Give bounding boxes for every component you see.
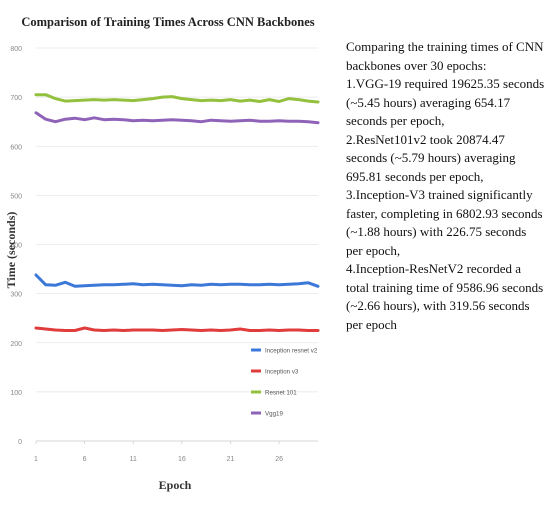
x-tick-label: 21 <box>227 456 235 463</box>
y-tick-label: 300 <box>10 292 22 299</box>
y-tick-label: 700 <box>10 95 22 102</box>
y-tick-label: 0 <box>18 439 22 446</box>
legend: Inception resnet v2 Inception v3 Resnet 10… <box>251 348 318 418</box>
legend-label: Inception resnet v2 <box>265 348 318 355</box>
summary-item-inception-resnetv2: 4.Inception-ResNetV2 recorded a total tr… <box>346 261 544 332</box>
chart-title: Comparison of Training Times Across CNN … <box>21 15 314 29</box>
summary-intro: Comparing the training times of CNN back… <box>346 39 544 73</box>
x-axis-label: Epoch <box>159 478 192 492</box>
series-line-2 <box>34 93 320 104</box>
series-line-1 <box>34 326 320 332</box>
summary-item-inception-v3: 3.Inception-V3 trained significantly fas… <box>346 187 543 258</box>
x-tick-label: 6 <box>83 456 87 463</box>
summary-item-resnet101v2: 2.ResNet101v2 took 20874.47 seconds (~5.… <box>346 131 516 184</box>
y-axis-label: Time (seconds) <box>4 212 18 289</box>
summary-item-vgg19: 1.VGG-19 required 19625.35 seconds (~5.4… <box>346 76 545 128</box>
y-tick-label: 600 <box>10 144 22 151</box>
x-tick-label: 1 <box>34 456 38 463</box>
legend-label: Vgg19 <box>265 411 283 418</box>
y-tick-label: 400 <box>10 243 22 250</box>
summary-text: Comparing the training times of CNN back… <box>346 38 546 334</box>
y-tick-label: 800 <box>10 46 22 53</box>
legend-label: Inception v3 <box>265 369 299 376</box>
x-tick-label: 16 <box>178 456 186 463</box>
y-tick-label: 500 <box>10 193 22 200</box>
series-line-3 <box>34 111 320 125</box>
y-tick-label: 200 <box>10 341 22 348</box>
series-lines <box>34 93 320 332</box>
chart-panel: 0 100 200 300 400 500 600 700 800 1 6 11 16 21 26 Ince… <box>4 15 320 492</box>
legend-label: Resnet 101 <box>265 390 297 397</box>
x-tick-label: 26 <box>275 456 283 463</box>
grid <box>36 47 318 442</box>
x-tick-label: 11 <box>130 456 137 463</box>
series-line-0 <box>34 273 320 288</box>
y-tick-label: 100 <box>10 390 22 397</box>
